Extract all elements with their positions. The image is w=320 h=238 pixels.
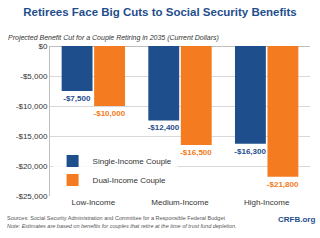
svg-text:-$10,000: -$10,000 [16,102,48,111]
svg-text:Sources: Social Security Admin: Sources: Social Security Administration … [7,215,225,221]
svg-text:-$7,500: -$7,500 [63,94,91,103]
svg-text:-$21,800: -$21,800 [267,180,299,189]
svg-text:-$20,000: -$20,000 [16,162,48,171]
svg-text:-$5,000: -$5,000 [20,72,48,81]
svg-text:-$16,300: -$16,300 [234,147,266,156]
svg-text:Single-Income Couple: Single-Income Couple [93,157,172,166]
svg-text:-$15,000: -$15,000 [16,132,48,141]
svg-text:Note: Estimates are based on b: Note: Estimates are based on benefits fo… [7,223,237,229]
svg-text:-$12,400: -$12,400 [148,123,180,132]
svg-text:Dual-Income Couple: Dual-Income Couple [93,176,166,185]
svg-text:-$10,000: -$10,000 [94,109,126,118]
svg-text:-$25,000: -$25,000 [16,192,48,201]
svg-text:Projected Benefit Cut for a Co: Projected Benefit Cut for a Couple Retir… [8,34,219,42]
svg-text:Low-Income: Low-Income [72,198,116,207]
svg-text:$0: $0 [38,42,47,51]
svg-text:-$16,500: -$16,500 [180,148,212,157]
svg-text:Medium-Income: Medium-Income [151,198,209,207]
svg-text:CRFB.org: CRFB.org [278,215,315,224]
svg-text:High-Income: High-Income [244,198,290,207]
svg-text:Retirees Face Big Cuts to Soci: Retirees Face Big Cuts to Social Securit… [23,6,297,18]
